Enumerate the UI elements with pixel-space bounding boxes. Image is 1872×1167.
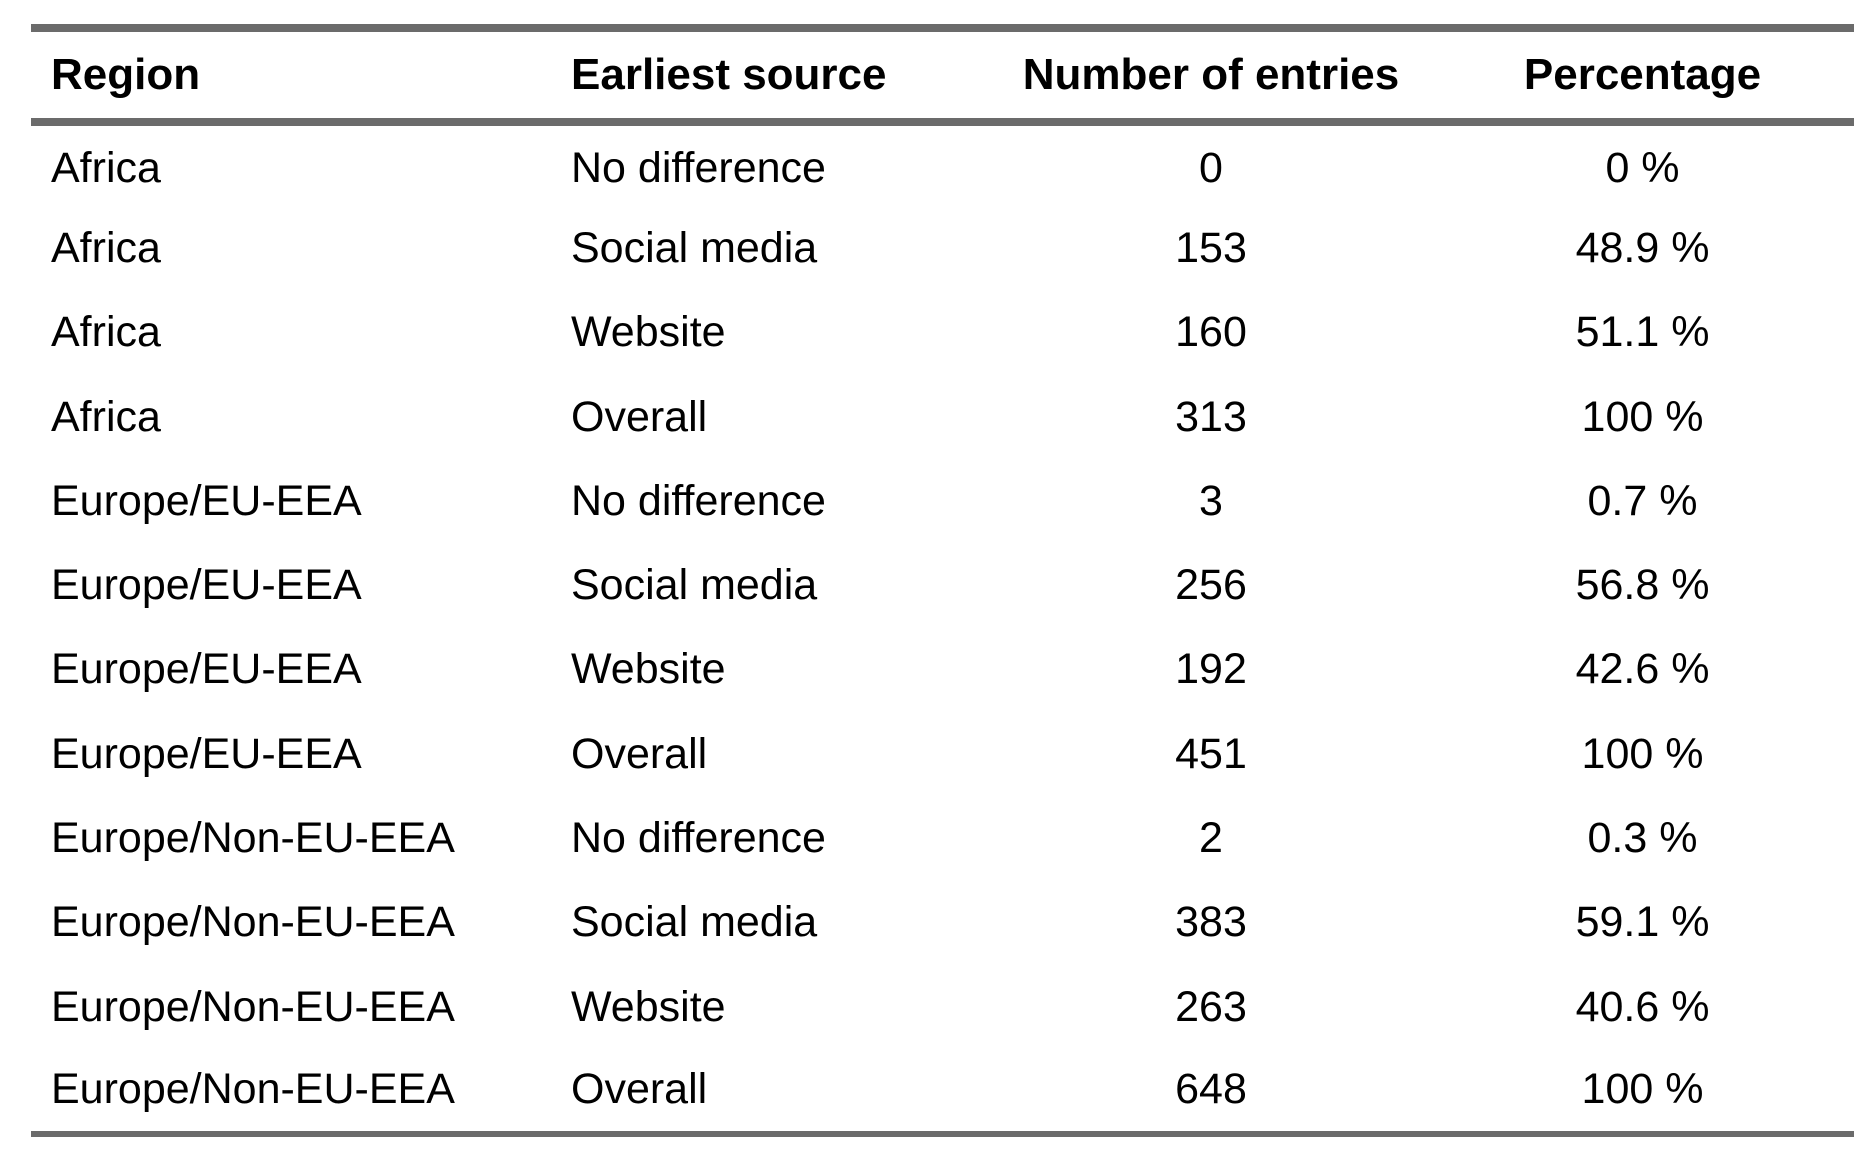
cell-earliest-source: No difference — [571, 814, 826, 863]
table-row: Africa Social media 153 48.9 % — [31, 206, 1854, 290]
cell-percentage: 51.1 % — [1575, 308, 1710, 357]
cell-number-of-entries: 0 — [1199, 143, 1223, 192]
cell-number-of-entries: 263 — [1175, 982, 1247, 1031]
cell-percentage: 42.6 % — [1575, 645, 1710, 694]
data-table-container: Region Earliest source Number of entries… — [31, 24, 1854, 1137]
cell-number-of-entries: 383 — [1175, 898, 1247, 947]
data-table: Region Earliest source Number of entries… — [31, 24, 1854, 1137]
cell-percentage: 48.9 % — [1575, 223, 1710, 272]
cell-earliest-source: Website — [571, 645, 726, 694]
cell-earliest-source: Social media — [571, 898, 818, 947]
cell-number-of-entries: 3 — [1199, 476, 1223, 525]
cell-earliest-source: Overall — [571, 1065, 708, 1114]
header-number-of-entries: Number of entries — [1022, 50, 1400, 99]
table-row: Europe/EU-EEA No difference 3 0.7 % — [31, 459, 1854, 543]
cell-percentage: 0.7 % — [1587, 476, 1698, 525]
cell-earliest-source: Social media — [571, 561, 818, 610]
cell-region: Europe/EU-EEA — [51, 476, 362, 525]
cell-region: Africa — [51, 392, 161, 441]
table-row: Europe/Non-EU-EEA Website 263 40.6 % — [31, 965, 1854, 1049]
cell-region: Africa — [51, 308, 161, 357]
cell-earliest-source: No difference — [571, 143, 826, 192]
cell-number-of-entries: 153 — [1175, 223, 1247, 272]
cell-number-of-entries: 160 — [1175, 308, 1247, 357]
cell-region: Europe/Non-EU-EEA — [51, 898, 455, 947]
header-row: Region Earliest source Number of entries… — [31, 28, 1854, 122]
cell-earliest-source: Website — [571, 982, 726, 1031]
table-row: Africa Website 160 51.1 % — [31, 291, 1854, 375]
header-percentage: Percentage — [1523, 50, 1762, 99]
cell-earliest-source: No difference — [571, 476, 826, 525]
cell-percentage: 100 % — [1581, 1065, 1704, 1114]
cell-number-of-entries: 313 — [1175, 392, 1247, 441]
cell-region: Europe/Non-EU-EEA — [51, 814, 455, 863]
table-row: Europe/Non-EU-EEA Overall 648 100 % — [31, 1049, 1854, 1134]
table-row: Europe/EU-EEA Social media 256 56.8 % — [31, 543, 1854, 627]
cell-percentage: 100 % — [1581, 392, 1704, 441]
table-body: Africa No difference 0 0 % Africa Social medi… — [31, 122, 1854, 1134]
cell-region: Africa — [51, 143, 161, 192]
cell-earliest-source: Overall — [571, 392, 708, 441]
cell-region: Europe/Non-EU-EEA — [51, 982, 455, 1031]
cell-number-of-entries: 192 — [1175, 645, 1247, 694]
cell-number-of-entries: 256 — [1175, 561, 1247, 610]
cell-percentage: 100 % — [1581, 729, 1704, 778]
cell-region: Europe/EU-EEA — [51, 561, 362, 610]
table-row: Africa Overall 313 100 % — [31, 375, 1854, 459]
cell-earliest-source: Website — [571, 308, 726, 357]
header-region: Region — [51, 50, 201, 99]
cell-percentage: 40.6 % — [1575, 982, 1710, 1031]
cell-region: Europe/Non-EU-EEA — [51, 1065, 455, 1114]
cell-earliest-source: Social media — [571, 223, 818, 272]
cell-earliest-source: Overall — [571, 729, 708, 778]
cell-percentage: 0 % — [1605, 143, 1680, 192]
cell-percentage: 59.1 % — [1575, 898, 1710, 947]
cell-number-of-entries: 451 — [1175, 729, 1247, 778]
cell-region: Africa — [51, 223, 161, 272]
table-row: Europe/Non-EU-EEA Social media 383 59.1 % — [31, 881, 1854, 965]
cell-number-of-entries: 2 — [1199, 814, 1223, 863]
cell-region: Europe/EU-EEA — [51, 729, 362, 778]
cell-percentage: 0.3 % — [1587, 814, 1698, 863]
cell-number-of-entries: 648 — [1175, 1065, 1247, 1114]
table-row: Europe/EU-EEA Website 192 42.6 % — [31, 628, 1854, 712]
cell-percentage: 56.8 % — [1575, 561, 1710, 610]
table-row: Europe/EU-EEA Overall 451 100 % — [31, 712, 1854, 796]
table-row: Europe/Non-EU-EEA No difference 2 0.3 % — [31, 796, 1854, 880]
cell-region: Europe/EU-EEA — [51, 645, 362, 694]
table-header: Region Earliest source Number of entries… — [31, 28, 1854, 122]
header-earliest-source: Earliest source — [571, 50, 887, 99]
table-row: Africa No difference 0 0 % — [31, 122, 1854, 206]
